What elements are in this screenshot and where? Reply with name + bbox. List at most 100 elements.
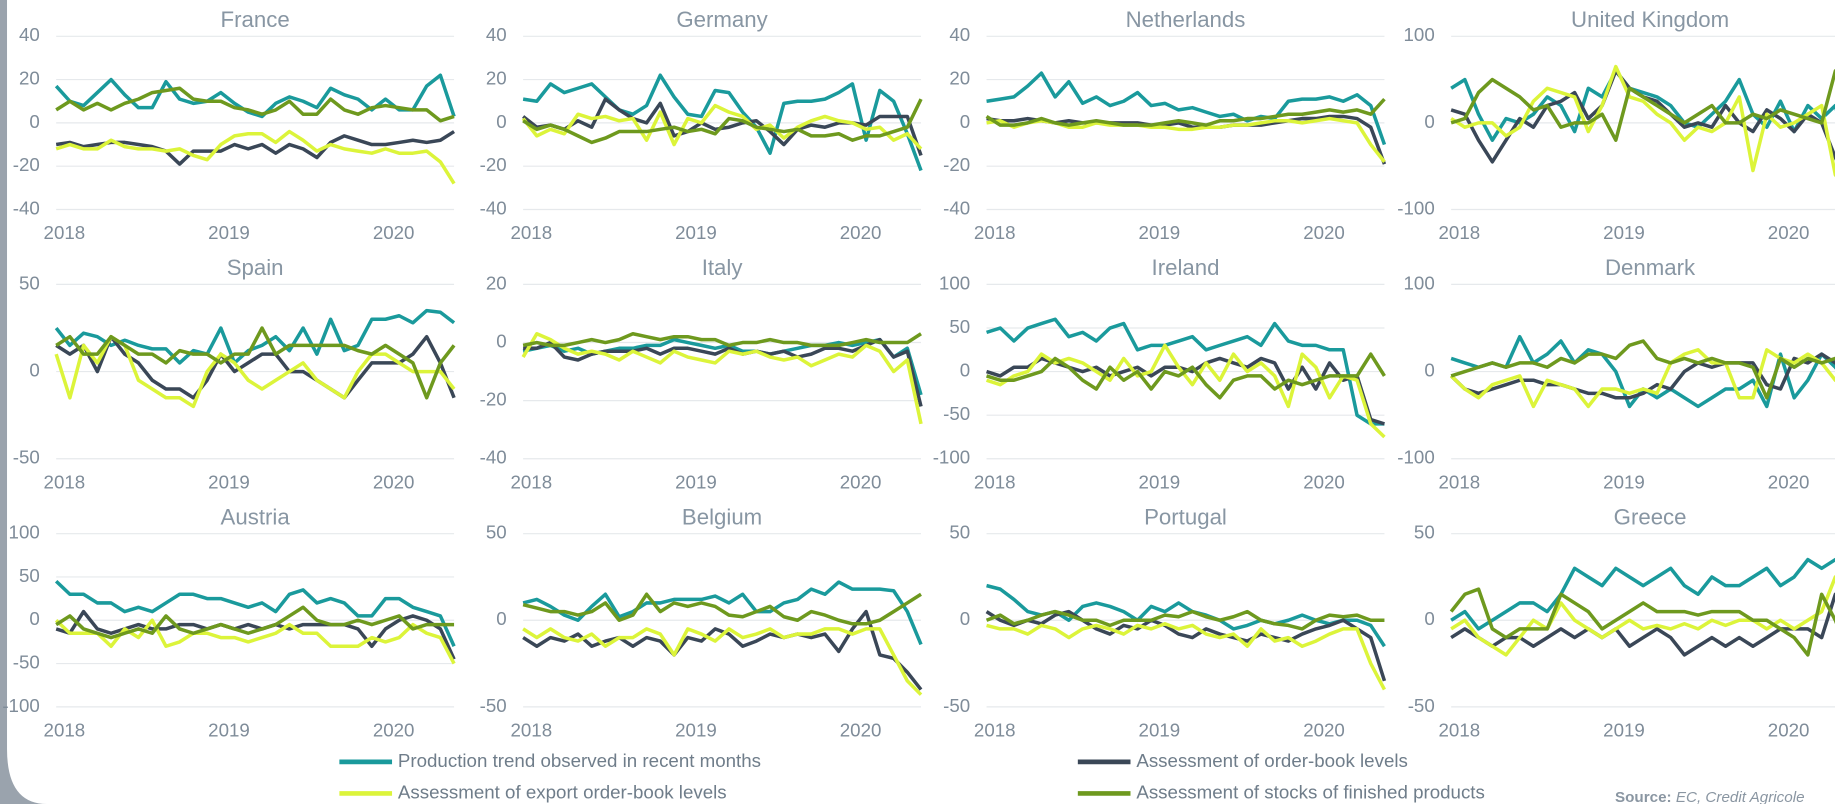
- y-tick-label: 50: [486, 522, 507, 543]
- series-line: [522, 592, 922, 626]
- source: Source: EC, Credit Agricole: [1615, 789, 1805, 804]
- x-tick-label: 2018: [1439, 719, 1481, 740]
- y-tick-label: -20: [480, 389, 507, 410]
- series-line: [522, 627, 923, 696]
- series-line: [985, 609, 1385, 631]
- series-line: [1450, 575, 1835, 657]
- x-tick-label: 2020: [1768, 719, 1810, 740]
- legend-label: Assessment of stocks of finished product…: [1136, 781, 1485, 802]
- y-tick-label: 0: [960, 608, 970, 629]
- series-line: [521, 103, 923, 151]
- x-tick-label: 2020: [1768, 471, 1810, 492]
- x-tick-label: 2019: [675, 471, 717, 492]
- y-tick-label: -40: [13, 197, 40, 218]
- y-tick-label: -40: [480, 447, 507, 468]
- y-tick-label: -20: [480, 154, 507, 175]
- y-tick-label: -40: [480, 197, 507, 218]
- source-label: Source:: [1615, 789, 1672, 804]
- y-tick-label: -50: [13, 651, 40, 672]
- series-line: [1450, 69, 1835, 142]
- series-line: [522, 332, 922, 348]
- y-tick-label: 0: [1424, 608, 1434, 629]
- x-tick-label: 2020: [1768, 222, 1810, 243]
- chart-title: Belgium: [682, 504, 762, 529]
- y-tick-label: -100: [1397, 197, 1434, 218]
- series-line: [54, 580, 456, 647]
- chart-title: United Kingdom: [1571, 7, 1729, 32]
- x-tick-label: 2018: [974, 719, 1016, 740]
- x-tick-label: 2020: [840, 222, 882, 243]
- y-tick-label: -20: [13, 154, 40, 175]
- series-line: [1450, 69, 1835, 142]
- series-line: [54, 308, 456, 365]
- y-tick-label: -100: [2, 695, 39, 716]
- chart-title: Portugal: [1144, 504, 1227, 529]
- chart-title: France: [221, 7, 290, 32]
- series-line: [1449, 352, 1835, 400]
- x-tick-label: 2019: [1603, 222, 1645, 243]
- frame: [0, 0, 47, 804]
- series-line: [1449, 587, 1835, 657]
- y-tick-label: 40: [19, 24, 40, 45]
- chart-title: Netherlands: [1126, 7, 1246, 32]
- x-tick-label: 2018: [44, 719, 86, 740]
- series-line: [55, 86, 455, 123]
- y-tick-label: 20: [949, 68, 970, 89]
- y-tick-label: 0: [496, 111, 506, 132]
- x-tick-label: 2020: [373, 471, 415, 492]
- y-tick-label: 40: [486, 24, 507, 45]
- y-tick-label: -40: [943, 197, 970, 218]
- series-line: [522, 580, 923, 646]
- series-line: [55, 326, 456, 400]
- x-tick-label: 2019: [1139, 719, 1181, 740]
- x-tick-label: 2020: [1303, 471, 1345, 492]
- y-tick-label: -50: [943, 695, 970, 716]
- y-tick-label: 100: [1404, 272, 1435, 293]
- y-tick-label: 0: [29, 111, 39, 132]
- series-line: [522, 609, 923, 691]
- series-line: [986, 71, 1387, 146]
- chart-title: Ireland: [1152, 255, 1220, 280]
- chart-title: Austria: [221, 504, 291, 529]
- x-tick-label: 2020: [840, 471, 882, 492]
- x-tick-label: 2020: [840, 719, 882, 740]
- series-line: [55, 605, 455, 640]
- x-tick-label: 2018: [510, 471, 552, 492]
- series-line: [523, 337, 923, 407]
- y-tick-label: 20: [486, 272, 507, 293]
- series-line: [1450, 339, 1835, 400]
- x-tick-label: 2020: [373, 222, 415, 243]
- x-tick-label: 2019: [208, 719, 250, 740]
- series-line: [985, 97, 1386, 127]
- series-line: [1450, 557, 1835, 631]
- series-line: [1450, 69, 1835, 164]
- x-tick-label: 2020: [1303, 719, 1345, 740]
- y-tick-label: -100: [1397, 447, 1434, 468]
- chart-title: Italy: [702, 255, 744, 280]
- series-line: [986, 352, 1386, 400]
- y-tick-label: -50: [1408, 695, 1435, 716]
- y-tick-label: 100: [939, 272, 970, 293]
- series-line: [55, 129, 456, 185]
- series-line: [55, 334, 456, 400]
- series-line: [986, 622, 1386, 691]
- legend-label: Production trend observed in recent mont…: [398, 750, 761, 771]
- series-line: [522, 98, 923, 145]
- x-tick-label: 2018: [44, 471, 86, 492]
- y-tick-label: -100: [933, 447, 970, 468]
- y-tick-label: 0: [960, 111, 970, 132]
- series-line: [55, 130, 456, 166]
- y-tick-label: 50: [949, 316, 970, 337]
- x-tick-label: 2019: [1139, 471, 1181, 492]
- legend-label: Assessment of export order-book levels: [398, 781, 727, 802]
- y-tick-label: -20: [943, 154, 970, 175]
- x-tick-label: 2018: [510, 222, 552, 243]
- y-tick-label: 50: [1414, 522, 1435, 543]
- y-tick-label: 0: [29, 360, 39, 381]
- x-tick-label: 2018: [974, 471, 1016, 492]
- y-tick-label: 100: [1404, 24, 1435, 45]
- x-tick-label: 2019: [208, 471, 250, 492]
- x-tick-label: 2019: [1603, 719, 1645, 740]
